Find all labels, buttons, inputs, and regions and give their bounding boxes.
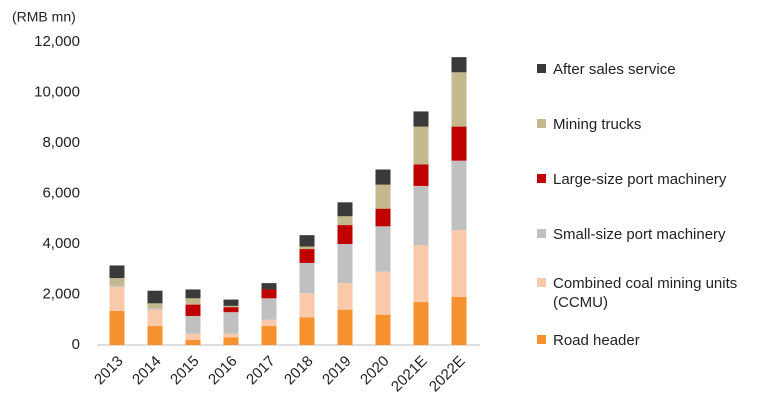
bar-segment — [337, 309, 353, 345]
bar-segment — [299, 262, 315, 294]
bar-segment — [337, 216, 353, 226]
y-tick-label: 12,000 — [34, 33, 80, 50]
bar-segment — [413, 302, 429, 345]
bar-segment — [413, 245, 429, 303]
legend-label: Combined coal mining units (CCMU) — [553, 275, 738, 311]
y-tick-label: 2,000 — [42, 285, 80, 302]
bar-segment — [261, 283, 277, 290]
bar-segment — [375, 271, 391, 315]
legend-label: After sales service — [553, 61, 676, 78]
bar-segment — [147, 308, 163, 310]
legend-item: After sales service — [537, 60, 753, 79]
x-tick-label: 2017 — [243, 353, 279, 389]
bar-segment — [185, 304, 201, 316]
bar-segment — [223, 299, 239, 306]
legend-label: Small-size port machinery — [553, 226, 726, 243]
bar-segment — [451, 57, 467, 73]
legend-item: Mining trucks — [537, 115, 753, 134]
legend-swatch — [537, 174, 546, 183]
legend-swatch — [537, 229, 546, 238]
bar-segment — [223, 337, 239, 345]
legend-swatch — [537, 64, 546, 73]
bar-segment — [337, 244, 353, 284]
bar-segment — [147, 290, 163, 304]
x-tick-label: 2016 — [205, 353, 241, 389]
bar-segment — [261, 326, 277, 345]
bar-segment — [147, 326, 163, 345]
bar-segment — [337, 225, 353, 244]
legend-label: Large-size port machinery — [553, 171, 727, 188]
x-tick-label: 2019 — [319, 353, 355, 389]
legend-label: Road header — [553, 332, 640, 349]
bar-segment — [451, 72, 467, 127]
bar-segment — [185, 333, 201, 340]
x-tick-label: 2021E — [388, 353, 431, 396]
bar-segment — [223, 305, 239, 308]
legend-item: Large-size port machinery — [537, 170, 753, 189]
bar-segment — [147, 309, 163, 327]
bar-segment — [185, 298, 201, 305]
bar-segment — [261, 289, 277, 299]
bar-segment — [109, 265, 125, 279]
legend-swatch — [537, 278, 546, 287]
y-tick-label: 6,000 — [42, 184, 80, 201]
bar-segment — [375, 208, 391, 227]
bar-segment — [299, 293, 315, 318]
bar-segment — [337, 283, 353, 310]
bar-segment — [451, 297, 467, 345]
bar-segment — [223, 307, 239, 313]
bar-segment — [261, 319, 277, 327]
bar-segment — [109, 310, 125, 345]
bar-segment — [375, 184, 391, 209]
x-tick-label: 2013 — [91, 353, 127, 389]
bar-segment — [375, 314, 391, 345]
legend-item: Road header — [537, 331, 753, 350]
bar-segment — [375, 169, 391, 185]
bar-segment — [299, 235, 315, 247]
x-tick-label: 2018 — [281, 353, 317, 389]
y-tick-label: 0 — [72, 336, 80, 353]
y-tick-label: 8,000 — [42, 134, 80, 151]
bar-segment — [451, 230, 467, 298]
bar-segment — [185, 339, 201, 345]
bar-segment — [223, 312, 239, 334]
bar-segment — [147, 303, 163, 309]
bar-segment — [185, 315, 201, 334]
bar-segment — [299, 249, 315, 263]
bar-segment — [109, 278, 125, 286]
y-tick-label: 10,000 — [34, 83, 80, 100]
bar-segment — [413, 185, 429, 246]
legend-swatch — [537, 119, 546, 128]
bar-segment — [413, 164, 429, 186]
legend-swatch — [537, 335, 546, 344]
bar-segment — [299, 246, 315, 250]
bar-segment — [299, 317, 315, 345]
bar-segment — [375, 226, 391, 272]
unit-label: (RMB mn) — [12, 9, 76, 25]
bar-segment — [261, 298, 277, 320]
x-tick-label: 2022E — [426, 353, 469, 396]
x-tick-label: 2015 — [167, 353, 203, 389]
x-tick-label: 2014 — [129, 353, 165, 389]
legend-item: Combined coal mining units (CCMU) — [537, 274, 753, 312]
bar-segment — [185, 289, 201, 299]
bar-segment — [223, 333, 239, 338]
bar-segment — [451, 126, 467, 161]
bar-segment — [109, 286, 125, 311]
legend-item: Small-size port machinery — [537, 225, 753, 244]
y-tick-label: 4,000 — [42, 235, 80, 252]
bar-segment — [109, 285, 125, 287]
bar-segment — [451, 160, 467, 231]
legend-label: Mining trucks — [553, 116, 642, 133]
bar-segment — [413, 111, 429, 127]
bar-segment — [413, 126, 429, 165]
bar-segment — [337, 202, 353, 217]
